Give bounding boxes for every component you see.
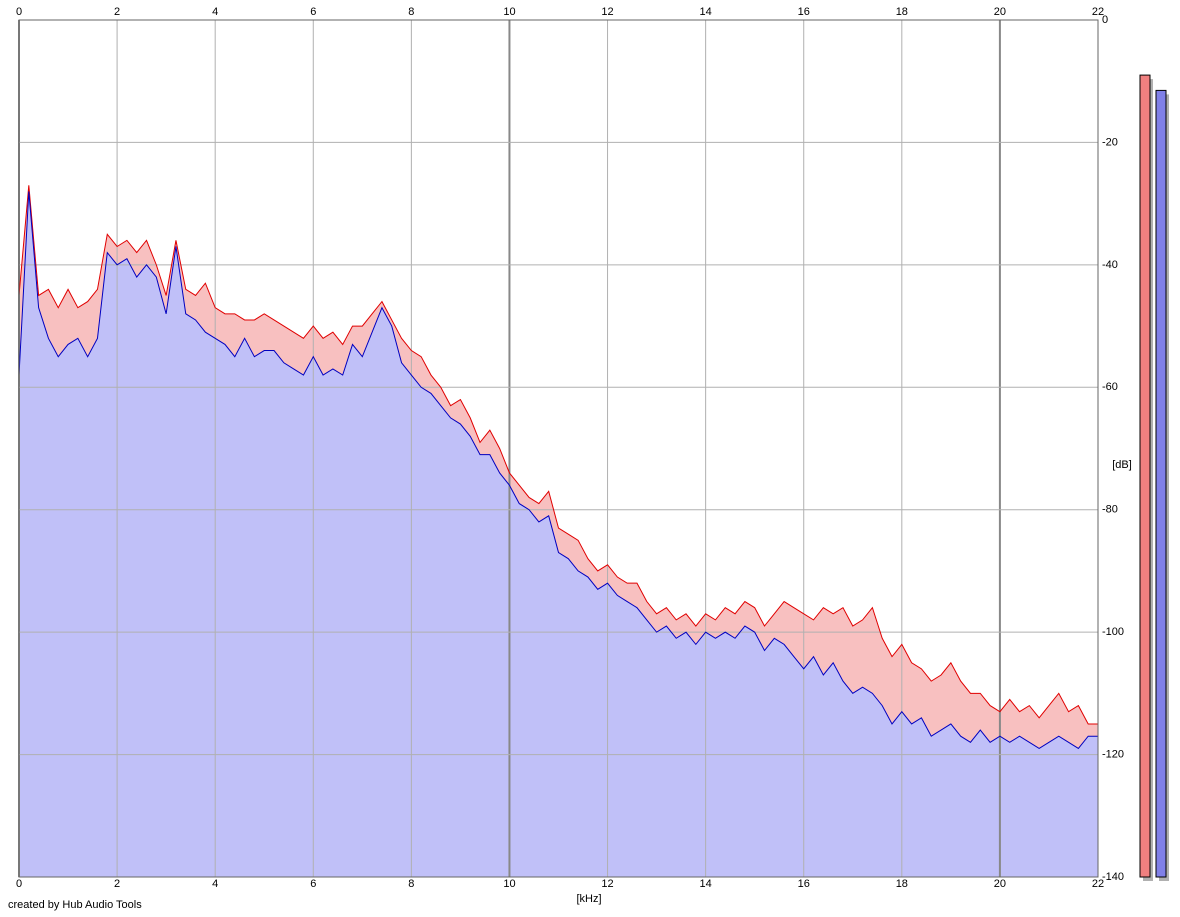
x-tick-label: 20 — [994, 878, 1006, 890]
line — [18, 185, 1098, 725]
y-tick-label: -100 — [1102, 626, 1124, 638]
level-meter — [1139, 74, 1151, 878]
x-tick-label: 14 — [700, 6, 712, 18]
x-tick-label: 16 — [798, 6, 810, 18]
x-tick-label: 6 — [310, 878, 316, 890]
x-tick-label: 20 — [994, 6, 1006, 18]
x-tick-label: 0 — [16, 878, 22, 890]
y-axis-label: [dB] — [1112, 459, 1132, 471]
x-tick-label: 2 — [114, 878, 120, 890]
line — [18, 191, 1098, 750]
y-tick-label: -120 — [1102, 748, 1124, 760]
x-axis-label: [kHz] — [576, 893, 601, 905]
x-tick-label: 4 — [212, 6, 218, 18]
plot-frame — [18, 19, 1099, 878]
y-tick-label: -80 — [1102, 504, 1118, 516]
y-tick-label: -40 — [1102, 259, 1118, 271]
x-tick-label: 0 — [16, 6, 22, 18]
x-tick-label: 14 — [700, 878, 712, 890]
level-meter — [1155, 89, 1167, 878]
x-tick-label: 18 — [896, 878, 908, 890]
x-tick-label: 22 — [1092, 878, 1104, 890]
y-tick-label: -140 — [1102, 871, 1124, 883]
x-tick-label: 22 — [1092, 6, 1104, 18]
x-tick-label: 6 — [310, 6, 316, 18]
y-tick-label: 0 — [1102, 14, 1108, 26]
area — [19, 191, 1098, 877]
y-tick-label: -20 — [1102, 136, 1118, 148]
x-tick-label: 16 — [798, 878, 810, 890]
x-tick-label: 12 — [601, 6, 613, 18]
x-tick-label: 8 — [408, 6, 414, 18]
credit: created by Hub Audio Tools — [8, 899, 142, 911]
x-tick-label: 2 — [114, 6, 120, 18]
x-tick-label: 18 — [896, 6, 908, 18]
x-tick-label: 8 — [408, 878, 414, 890]
x-tick-label: 10 — [503, 878, 515, 890]
x-tick-label: 12 — [601, 878, 613, 890]
y-tick-label: -60 — [1102, 381, 1118, 393]
x-tick-label: 4 — [212, 878, 218, 890]
x-tick-label: 10 — [503, 6, 515, 18]
